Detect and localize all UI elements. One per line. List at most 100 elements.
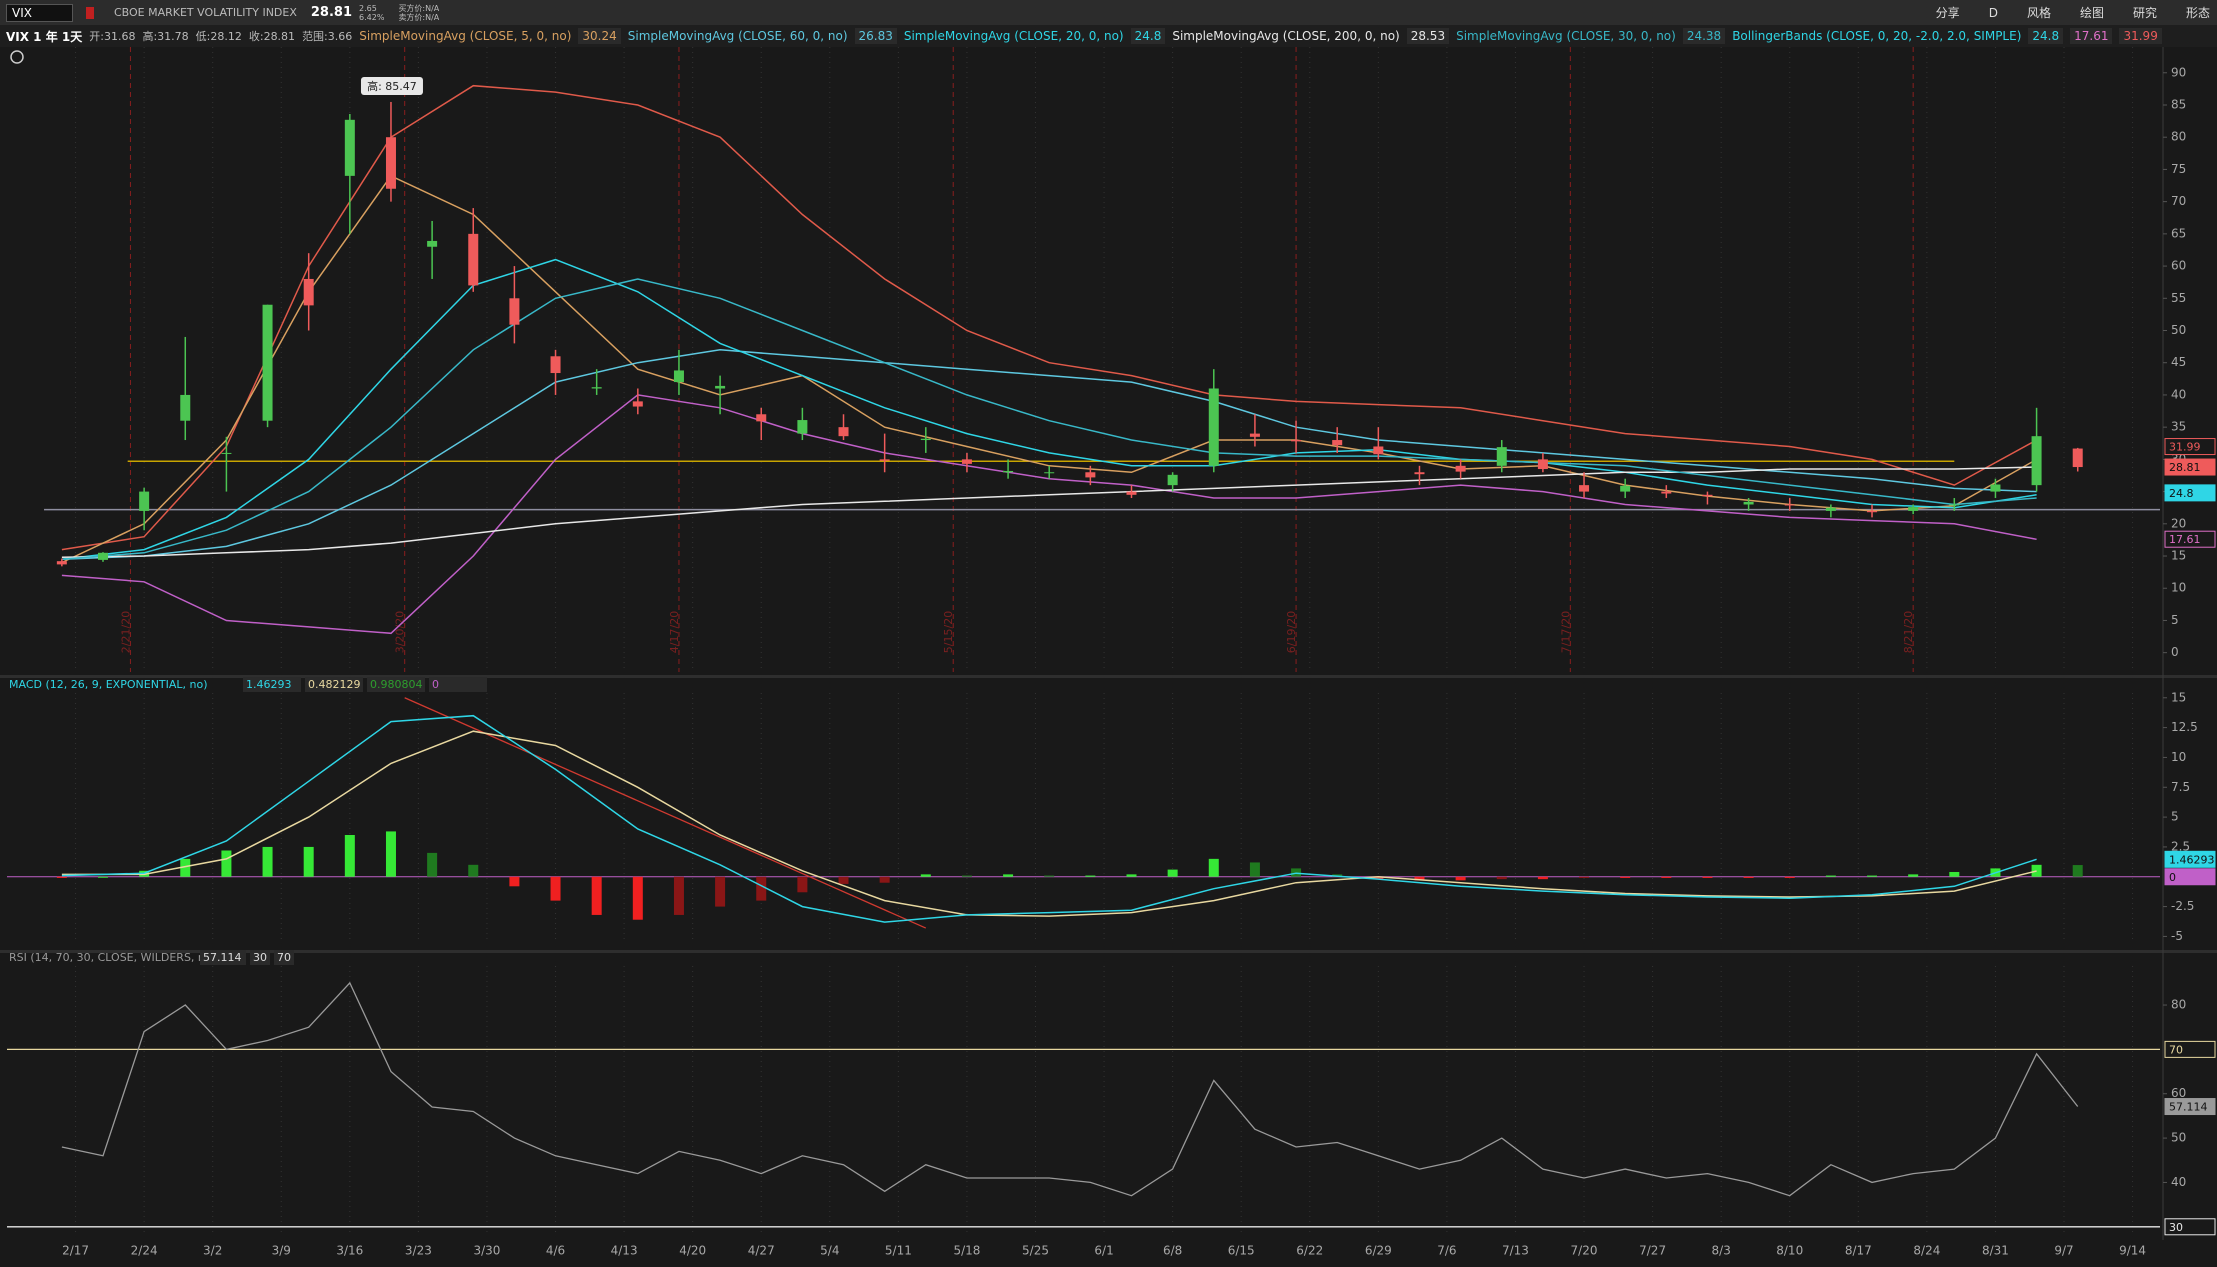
histogram-bar (1003, 874, 1014, 877)
y-tick-label: 12.5 (2171, 720, 2198, 734)
macd-label-box (2164, 868, 2216, 886)
candle-body (2072, 448, 2083, 468)
y-tick-label: 15 (2171, 690, 2186, 704)
candle-body (344, 119, 355, 176)
study-name: SimpleMovingAvg (CLOSE, 60, 0, no) (627, 29, 848, 43)
toolbar-button[interactable]: 绘图 (2079, 6, 2104, 20)
y-tick-label: 40 (2171, 387, 2186, 401)
histogram-bar (920, 874, 931, 877)
histogram-bar (1126, 874, 1137, 877)
toolbar-button[interactable]: 形态 (2185, 6, 2210, 20)
histogram-bar (1825, 875, 1836, 877)
x-tick-label: 7/13 (1502, 1244, 1529, 1258)
study-value: 24.8 (1130, 28, 1166, 44)
header-value: 0.980804 (370, 678, 423, 691)
x-tick-label: 6/29 (1365, 1244, 1392, 1258)
annotation-box (360, 76, 423, 95)
header-value: 30 (253, 951, 267, 964)
toolbar-button[interactable]: 研究 (2132, 6, 2157, 20)
histogram-bar (715, 876, 726, 907)
x-tick-label: 6/22 (1296, 1244, 1323, 1258)
study-name: SimpleMovingAvg (CLOSE, 20, 0, no) (903, 29, 1124, 43)
histogram-bar (1743, 876, 1754, 878)
header-value-box (305, 677, 363, 692)
histogram-bar (2031, 864, 2042, 877)
candle-body (920, 438, 931, 441)
macd-label-box (2164, 850, 2216, 868)
moving-average (61, 258, 2037, 560)
toolbar-button[interactable]: 风格 (2026, 6, 2051, 20)
y-tick-label: 10 (2171, 750, 2186, 764)
ask: 卖方价:N/A (398, 12, 440, 22)
expiration-label: 2/21/20 (119, 611, 132, 653)
bid-ask: 买方价:N/A 卖方价:N/A (398, 4, 446, 22)
y-tick-label: 0 (2171, 645, 2179, 659)
candle-body (1249, 433, 1260, 437)
x-tick-label: 5/4 (820, 1244, 839, 1258)
x-tick-label: 8/17 (1845, 1244, 1872, 1258)
quote-item: 收:28.81 (248, 30, 296, 43)
last-price: 28.81 (310, 5, 353, 20)
x-tick-label: 2/24 (131, 1244, 158, 1258)
change: 2.65 (359, 3, 377, 13)
price-label-box (2164, 484, 2216, 502)
y-tick-label: 85 (2171, 97, 2186, 111)
x-tick-label: 8/3 (1712, 1244, 1731, 1258)
candle-body (1867, 510, 1878, 513)
candle-body (2031, 436, 2042, 486)
y-tick-label: 5 (2171, 810, 2179, 824)
candle-body (180, 394, 191, 421)
x-tick-label: 6/8 (1163, 1244, 1182, 1258)
annotation: 高: 85.47 (367, 79, 417, 93)
histogram-bar (1867, 875, 1878, 877)
rsi-label: 57.114 (2169, 1101, 2208, 1114)
y-tick-label: 60 (2171, 259, 2186, 273)
candle-body (1208, 388, 1219, 466)
toolbar-button[interactable]: D (1988, 5, 1998, 20)
histogram-bar (1908, 874, 1919, 877)
histogram-bar (1085, 875, 1096, 877)
header-value: 0 (432, 678, 439, 691)
candle-body (56, 561, 67, 565)
alert-icon (10, 50, 24, 64)
histogram-bar (550, 876, 561, 901)
x-tick-label: 9/14 (2119, 1244, 2146, 1258)
price-label: 31.99 (2169, 441, 2201, 454)
price-label-box (2164, 530, 2216, 548)
histogram-bar (1414, 876, 1425, 881)
expiration-label: 3/20/20 (394, 611, 407, 653)
trendline (404, 697, 927, 929)
toolbar: VIX CBOE MARKET VOLATILITY INDEX 28.81 2.65… (0, 0, 2217, 25)
candle-body (1825, 507, 1836, 511)
moving-average (61, 466, 2037, 559)
y-tick-label: -2.5 (2171, 899, 2194, 913)
quote-item: 范围:3.66 (302, 30, 353, 43)
symbol-input[interactable]: VIX (6, 3, 73, 22)
header-value: 57.114 (203, 951, 242, 964)
header-value-box (200, 950, 246, 965)
y-tick-label: 20 (2171, 516, 2186, 530)
candle-body (1455, 465, 1466, 472)
level-label: 70 (2169, 1043, 2183, 1056)
macd-line (61, 714, 2037, 923)
quote-item: 开:31.68 (89, 30, 136, 43)
candle-body (303, 278, 314, 306)
candle-body (139, 491, 150, 511)
symbol-flag[interactable] (85, 6, 94, 19)
histogram-bar (509, 876, 520, 887)
x-tick-label: 3/2 (203, 1244, 222, 1258)
y-tick-label: 10 (2171, 581, 2186, 595)
toolbar-button[interactable]: 分享 (1935, 6, 1960, 20)
histogram-bar (56, 876, 67, 878)
histogram-bar (97, 876, 108, 878)
histogram-bar (427, 852, 438, 877)
histogram-bar (1949, 871, 1960, 877)
candle-body (1414, 472, 1425, 475)
price-label: 28.81 (2169, 461, 2201, 474)
study-value: 31.99 (2119, 28, 2162, 44)
y-tick-label: 40 (2171, 1175, 2186, 1189)
histogram-bar (1661, 876, 1672, 878)
histogram-bar (1167, 869, 1178, 877)
candle-body (427, 240, 438, 247)
